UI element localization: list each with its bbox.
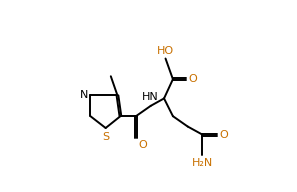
Text: HN: HN bbox=[142, 92, 159, 102]
Text: N: N bbox=[79, 90, 88, 100]
Text: HO: HO bbox=[157, 46, 174, 55]
Text: H₂N: H₂N bbox=[192, 158, 213, 168]
Text: O: O bbox=[138, 140, 147, 150]
Text: S: S bbox=[102, 132, 109, 142]
Text: O: O bbox=[188, 74, 197, 84]
Text: O: O bbox=[219, 130, 228, 140]
